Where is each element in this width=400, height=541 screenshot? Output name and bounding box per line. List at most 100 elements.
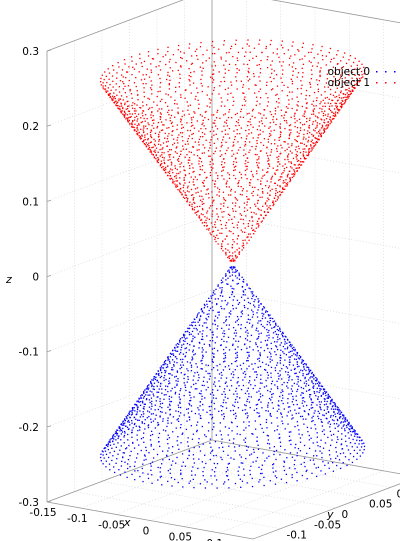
data-point	[279, 176, 281, 178]
data-point	[206, 319, 208, 321]
data-point	[257, 448, 260, 450]
data-point	[147, 477, 150, 480]
data-point	[267, 197, 269, 199]
data-point	[103, 457, 105, 459]
data-point	[290, 116, 292, 119]
data-point	[252, 108, 254, 111]
data-point	[250, 465, 252, 467]
data-point	[223, 166, 225, 168]
data-point	[329, 109, 332, 112]
data-point	[315, 428, 317, 430]
data-point	[252, 368, 254, 370]
data-point	[343, 103, 345, 105]
data-point	[269, 190, 271, 192]
data-point	[235, 80, 238, 82]
data-point	[344, 100, 347, 102]
data-point	[296, 96, 298, 98]
data-point	[168, 109, 170, 111]
data-point	[134, 461, 136, 463]
data-point	[302, 155, 305, 157]
data-point	[198, 458, 200, 460]
data-point	[233, 438, 235, 440]
data-point	[209, 345, 211, 347]
data-point	[278, 329, 280, 332]
data-point	[224, 88, 227, 91]
data-point	[168, 154, 170, 156]
data-point	[318, 412, 321, 415]
data-point	[192, 124, 194, 127]
data-point	[223, 64, 225, 66]
data-point	[208, 98, 211, 100]
data-point	[210, 297, 213, 299]
data-point	[239, 193, 242, 196]
data-point	[283, 460, 285, 462]
data-point	[224, 352, 227, 354]
data-point	[148, 142, 150, 144]
data-point	[211, 391, 213, 394]
data-point	[256, 456, 259, 459]
data-point	[133, 416, 136, 419]
data-point	[143, 405, 145, 408]
data-point	[203, 185, 205, 187]
data-point	[174, 391, 177, 394]
data-point	[221, 393, 223, 396]
data-point	[157, 159, 160, 161]
data-point	[208, 218, 210, 220]
data-point	[299, 415, 302, 418]
data-point	[191, 207, 194, 210]
data-point	[265, 363, 267, 365]
data-point	[234, 251, 236, 253]
data-point	[259, 39, 261, 41]
data-point	[349, 54, 352, 57]
data-point	[131, 411, 133, 414]
data-point	[310, 140, 312, 143]
data-point	[292, 157, 295, 160]
data-point	[225, 254, 227, 256]
data-point	[324, 105, 326, 108]
data-point	[248, 239, 250, 241]
data-point	[334, 102, 336, 104]
data-point	[183, 114, 186, 116]
data-point	[169, 373, 171, 375]
data-point	[191, 330, 194, 333]
data-point	[236, 396, 238, 398]
data-point	[184, 334, 186, 336]
data-point	[154, 140, 156, 142]
data-point	[188, 181, 191, 183]
data-point	[236, 354, 238, 356]
data-point	[199, 136, 202, 138]
data-point	[341, 427, 343, 429]
data-point	[143, 125, 145, 127]
data-point	[281, 176, 283, 178]
data-point	[267, 364, 270, 366]
data-point	[280, 478, 283, 480]
data-point	[230, 190, 232, 192]
data-point	[221, 175, 223, 177]
data-point	[328, 449, 330, 452]
data-point	[298, 355, 301, 357]
data-point	[338, 408, 340, 411]
data-point	[135, 115, 138, 117]
data-point	[139, 410, 141, 412]
data-point	[221, 438, 223, 440]
data-point	[201, 207, 204, 210]
data-point	[228, 324, 231, 326]
data-point	[239, 364, 242, 366]
data-point	[168, 380, 170, 382]
data-point	[236, 382, 238, 384]
data-point	[279, 330, 282, 333]
data-point	[140, 79, 143, 81]
data-point	[161, 407, 163, 409]
data-point	[248, 129, 250, 131]
data-point	[186, 187, 189, 189]
data-point	[351, 427, 353, 430]
data-point	[211, 126, 213, 128]
data-point	[188, 156, 191, 159]
data-point	[210, 295, 212, 297]
data-point	[236, 393, 238, 395]
data-point	[244, 376, 246, 378]
data-point	[224, 113, 227, 115]
data-point	[264, 368, 266, 371]
data-point	[107, 443, 109, 446]
data-point	[305, 94, 307, 97]
